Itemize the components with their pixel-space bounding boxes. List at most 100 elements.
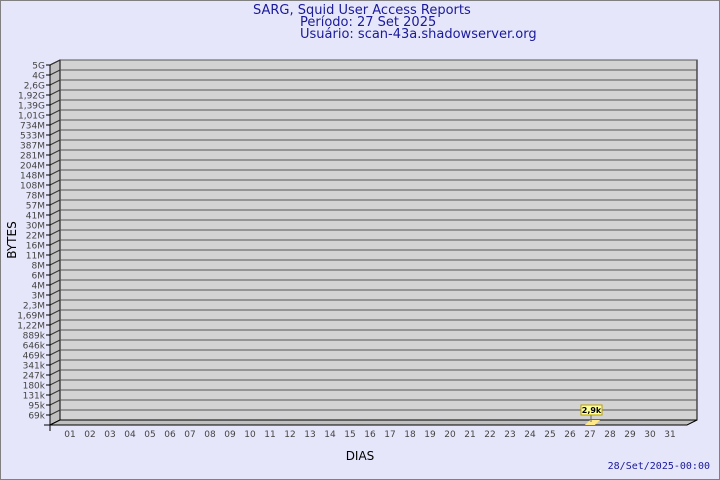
x-tick-label: 25 (544, 430, 555, 440)
x-tick-label: 07 (184, 430, 195, 440)
footer-timestamp: 28/Set/2025-00:00 (607, 461, 710, 472)
x-tick-label: 24 (524, 430, 536, 440)
y-tick-label: 2,3M (23, 302, 45, 312)
x-tick-label: 29 (624, 430, 636, 440)
x-tick-label: 02 (84, 430, 95, 440)
x-tick-label: 17 (384, 430, 395, 440)
gridline-side (49, 349, 61, 356)
y-tick-label: 148M (20, 172, 45, 182)
gridline-side (49, 359, 61, 366)
gridline-side (49, 119, 61, 126)
gridline-side (49, 269, 61, 276)
floor (49, 419, 698, 426)
gridline-side (49, 379, 61, 386)
x-tick-label: 11 (264, 430, 275, 440)
y-tick-label: 646k (23, 342, 46, 352)
y-tick-label: 69k (28, 412, 45, 422)
gridline-side (49, 249, 61, 256)
y-tick-label: 281M (20, 152, 45, 162)
x-tick-label: 27 (584, 430, 595, 440)
y-tick-label: 95k (28, 402, 45, 412)
x-tick-label: 14 (324, 430, 336, 440)
y-tick-label: 2,6G (24, 82, 45, 92)
y-tick-label: 3M (32, 292, 46, 302)
y-tick-label: 22M (26, 232, 45, 242)
y-tick-label: 1,39G (18, 102, 45, 112)
y-tick-label: 533M (20, 132, 45, 142)
x-tick-label: 03 (104, 430, 115, 440)
gridline-side (49, 289, 61, 296)
y-tick-label: 734M (20, 122, 45, 132)
y-tick-label: 469k (23, 352, 46, 362)
gridline-side (49, 189, 61, 196)
x-tick-label: 30 (644, 430, 656, 440)
gridline-side (49, 389, 61, 396)
x-tick-label: 18 (404, 430, 416, 440)
x-tick-label: 09 (224, 430, 236, 440)
x-tick-label: 05 (144, 430, 155, 440)
y-tick-label: 57M (26, 202, 45, 212)
gridline-side (49, 409, 61, 416)
gridline-side (49, 239, 61, 246)
y-tick-label: 30M (26, 222, 45, 232)
x-tick-label: 04 (124, 430, 136, 440)
x-tick-label: 21 (464, 430, 475, 440)
gridline-side (49, 259, 61, 266)
y-axis-label: BYTES (5, 221, 19, 258)
y-tick-label: 1,22M (17, 322, 45, 332)
gridline-side (49, 369, 61, 376)
gridline-side (49, 309, 61, 316)
gridline-side (49, 179, 61, 186)
gridline-side (49, 89, 61, 96)
gridline-side (49, 329, 61, 336)
x-tick-label: 31 (664, 430, 675, 440)
y-tick-label: 4M (32, 282, 46, 292)
gridline-side (49, 79, 61, 86)
gridline-side (49, 209, 61, 216)
y-tick-label: 247k (23, 372, 46, 382)
gridline-side (49, 109, 61, 116)
y-tick-label: 180k (23, 382, 46, 392)
gridline-side (49, 219, 61, 226)
x-tick-label: 22 (484, 430, 495, 440)
x-tick-label: 20 (444, 430, 456, 440)
y-tick-label: 8M (32, 262, 46, 272)
x-tick-label: 19 (424, 430, 436, 440)
y-tick-label: 1,69M (17, 312, 45, 322)
gridline-side (49, 59, 61, 66)
gridline-side (49, 339, 61, 346)
y-tick-label: 1,01G (18, 112, 45, 122)
bar (585, 420, 600, 425)
gridline-side (49, 279, 61, 286)
y-tick-label: 5G (32, 62, 45, 72)
x-tick-label: 16 (364, 430, 376, 440)
x-tick-label: 13 (304, 430, 315, 440)
x-tick-label: 15 (344, 430, 355, 440)
y-tick-label: 387M (20, 142, 45, 152)
gridline-side (49, 399, 61, 406)
chart-title: SARG, Squid User Access Reports (253, 3, 471, 18)
x-tick-label: 01 (64, 430, 75, 440)
x-tick-label: 28 (604, 430, 616, 440)
y-tick-label: 889k (23, 332, 46, 342)
gridline-side (49, 99, 61, 106)
x-tick-label: 26 (564, 430, 576, 440)
gridline-side (49, 139, 61, 146)
bar-label: 2,9k (582, 406, 602, 415)
x-tick-label: 08 (204, 430, 216, 440)
x-tick-label: 23 (504, 430, 515, 440)
y-tick-label: 4G (32, 72, 45, 82)
y-tick-label: 78M (26, 192, 45, 202)
x-tick-label: 12 (284, 430, 295, 440)
y-tick-label: 16M (26, 242, 45, 252)
gridline-side (49, 319, 61, 326)
gridline-side (49, 199, 61, 206)
bar-label-box (580, 404, 603, 416)
y-tick-label: 341k (23, 362, 46, 372)
y-tick-label: 108M (20, 182, 45, 192)
x-tick-label: 06 (164, 430, 176, 440)
gridline-side (49, 169, 61, 176)
y-tick-label: 11M (26, 252, 45, 262)
y-tick-label: 6M (32, 272, 46, 282)
